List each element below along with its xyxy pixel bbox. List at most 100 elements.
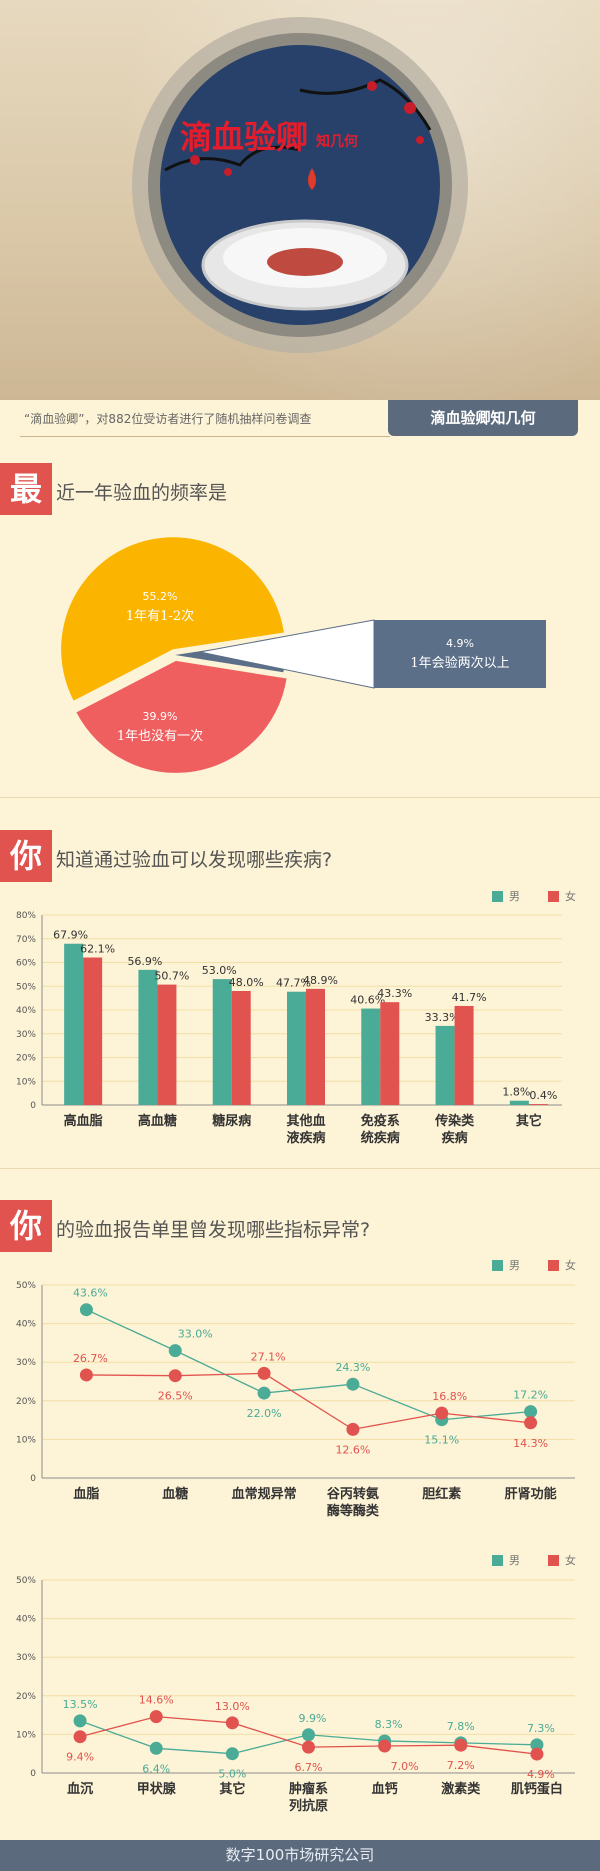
disease-bar-chart: 0 10% 20% 30% 40% 50% 60% 70% 80% 男 女 67.9%62.1% 56.… — [16, 889, 576, 1146]
series-line — [86, 1309, 531, 1421]
section-divider — [0, 1168, 600, 1169]
point-data-label: 27.1% — [251, 1350, 286, 1363]
point-data-label: 5.0% — [218, 1768, 246, 1781]
x-category-label: 其它 — [516, 1113, 542, 1129]
x-category-label: 其他血 — [286, 1113, 325, 1129]
data-point — [79, 1303, 93, 1317]
data-point — [149, 1710, 163, 1724]
blossom-icon — [416, 136, 424, 144]
pie-callout-box — [374, 620, 546, 688]
bar — [212, 979, 232, 1105]
point-data-label: 6.4% — [142, 1762, 170, 1775]
point-data-label: 13.0% — [215, 1700, 250, 1713]
x-category-label: 酶等酶类 — [327, 1503, 380, 1519]
bar-data-label: 50.7% — [154, 970, 189, 983]
bar-data-label: 33.3% — [425, 1011, 460, 1024]
point-data-label: 7.8% — [447, 1720, 475, 1733]
y-tick-label: 20% — [16, 1054, 36, 1064]
bar — [528, 1104, 548, 1105]
data-point — [168, 1344, 182, 1358]
y-tick-label: 0 — [30, 1474, 36, 1484]
bar — [380, 1002, 400, 1105]
data-point — [225, 1747, 239, 1761]
data-point — [302, 1728, 315, 1742]
blossom-icon — [224, 168, 232, 176]
y-tick-label: 30% — [16, 1653, 36, 1663]
y-tick-label: 10% — [16, 1077, 36, 1087]
branch-left — [164, 145, 301, 172]
x-category-label: 血沉 — [67, 1781, 93, 1797]
legend-swatch — [548, 1260, 559, 1271]
x-category-label: 液疾病 — [286, 1130, 325, 1146]
bar-data-label: 56.9% — [127, 955, 162, 968]
bar — [509, 1100, 529, 1105]
data-point — [257, 1386, 271, 1400]
data-point — [168, 1369, 182, 1383]
y-tick-label: 10% — [16, 1730, 36, 1740]
blood-drop-icon — [308, 168, 316, 190]
x-category-label: 高血糖 — [138, 1113, 177, 1129]
y-tick-label: 20% — [16, 1692, 36, 1702]
x-category-label: 激素类 — [441, 1781, 481, 1797]
point-data-label: 26.7% — [73, 1352, 108, 1365]
series-line — [86, 1372, 531, 1431]
legend-label: 女 — [565, 1553, 576, 1567]
data-point — [378, 1739, 392, 1753]
bar — [231, 991, 251, 1105]
data-point — [530, 1738, 544, 1752]
bar-data-label: 40.6% — [350, 994, 385, 1007]
pie-category-label: 1年会验两次以上 — [410, 655, 509, 671]
legend-label: 男 — [509, 890, 520, 903]
bar-data-label: 53.0% — [202, 964, 237, 977]
data-point — [73, 1714, 87, 1728]
y-tick-label: 0 — [30, 1769, 36, 1779]
bar — [306, 988, 325, 1105]
data-point — [149, 1741, 163, 1755]
point-data-label: 24.3% — [335, 1361, 370, 1374]
bar-data-label: 62.1% — [80, 943, 115, 956]
pie-value-label: 4.9% — [446, 637, 474, 650]
legend-swatch — [492, 1260, 503, 1271]
y-tick-label: 50% — [16, 982, 36, 992]
blossom-icon — [190, 155, 200, 165]
bar-data-label: 47.7% — [276, 977, 311, 990]
bar — [64, 943, 84, 1105]
section-title: 近一年验血的频率是 — [56, 482, 228, 504]
data-point — [79, 1368, 93, 1382]
point-data-label: 14.6% — [139, 1694, 174, 1707]
hero-subtitle: 知几何 — [316, 133, 358, 150]
pie-value-label: 39.9% — [143, 710, 178, 723]
hero-illustration: 滴血验卿 知几何 — [132, 17, 468, 353]
section-title: 知道通过验血可以发现哪些疾病? — [56, 849, 333, 871]
y-tick-label: 20% — [16, 1397, 36, 1407]
y-tick-label: 80% — [16, 911, 36, 921]
legend-label: 女 — [565, 889, 576, 903]
pie-value-label: 55.2% — [143, 590, 178, 603]
bar — [287, 991, 306, 1105]
x-category-label: 传染类 — [434, 1113, 475, 1129]
y-tick-label: 10% — [16, 1435, 36, 1445]
point-data-label: 12.6% — [335, 1443, 370, 1456]
intro-text: “滴血验卿”，对882位受访者进行了随机抽样问卷调查 — [24, 412, 312, 426]
point-data-label: 7.3% — [527, 1722, 555, 1735]
bar — [435, 1025, 455, 1105]
pie-category-label: 1年也没有一次 — [117, 728, 203, 744]
footer: 数字100市场研究公司 — [0, 1840, 600, 1871]
section-badge: 你 — [0, 830, 52, 882]
point-data-label: 7.2% — [447, 1759, 475, 1772]
section-divider — [0, 797, 600, 798]
x-category-label: 血脂 — [73, 1486, 99, 1502]
data-point — [346, 1422, 360, 1436]
legend-label: 女 — [565, 1258, 576, 1272]
point-data-label: 4.9% — [527, 1768, 555, 1781]
x-category-label: 糖尿病 — [212, 1113, 251, 1129]
point-data-label: 6.7% — [295, 1761, 323, 1774]
bar-data-label: 43.3% — [377, 987, 412, 1000]
bar — [361, 1008, 381, 1105]
data-point — [302, 1740, 315, 1754]
point-data-label: 14.3% — [513, 1437, 548, 1450]
point-data-label: 15.1% — [424, 1434, 459, 1447]
point-data-label: 9.9% — [299, 1712, 327, 1725]
x-category-label: 血常规异常 — [232, 1486, 297, 1502]
abnormal-line-chart-1: 0 10% 20% 30% 40% 50% 男 女 43.6% 33.0% 22.0% 24.3% 15… — [16, 1258, 576, 1519]
